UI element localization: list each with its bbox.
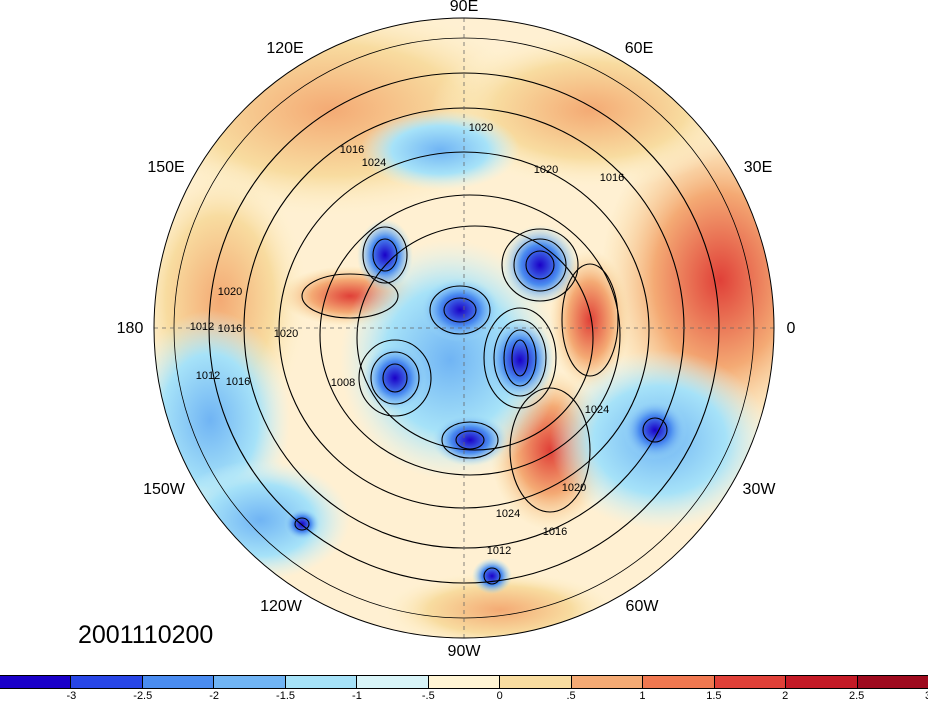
contour-label: 1012 (486, 545, 512, 557)
longitude-label-30w: 30W (742, 481, 776, 498)
longitude-label-120w: 120W (260, 598, 302, 615)
contour-label: 1020 (468, 122, 494, 134)
colorbar-tick-label: -.5 (421, 690, 435, 702)
longitude-label-120e: 120E (266, 40, 304, 57)
longitude-label-60w: 60W (625, 598, 659, 615)
colorbar-tick-label: .5 (566, 690, 576, 702)
contour-label: 1012 (189, 321, 215, 333)
colorbar-tick-label: -1 (352, 690, 362, 702)
colorbar-swatch (643, 676, 715, 688)
longitude-label-60e: 60E (624, 40, 654, 57)
colorbar-tick-label: 2.5 (848, 690, 865, 702)
colorbar-tick-label: 1 (639, 690, 646, 702)
contour-label: 1020 (561, 482, 587, 494)
colorbar-swatch (214, 676, 286, 688)
colorbar-tick-label: -2 (209, 690, 220, 702)
contour-label: 1016 (339, 144, 365, 156)
colorbar-tick-label: 0 (496, 690, 503, 702)
colorbar-tick-label: -3 (66, 690, 77, 702)
contour-label: 1024 (584, 404, 610, 416)
longitude-label-180: 180 (116, 320, 144, 337)
contour-label: 1008 (330, 377, 356, 389)
contour-label: 1024 (495, 508, 521, 520)
timestamp-label: 2001110200 (78, 621, 214, 649)
colorbar-swatch (500, 676, 572, 688)
contour-label: 1024 (361, 157, 387, 169)
longitude-label-0: 0 (786, 320, 796, 337)
colorbar-swatch (285, 676, 358, 688)
colorbar-tick-label: 2 (782, 690, 789, 702)
colorbar-tick-label: 1.5 (706, 690, 722, 702)
contour-label: 1016 (599, 172, 625, 184)
colorbar-swatch (857, 676, 928, 688)
longitude-label-150w: 150W (143, 481, 185, 498)
contour-label: 1020 (273, 328, 299, 340)
colorbar-swatch (786, 676, 858, 688)
contour-label: 1016 (217, 323, 243, 335)
longitude-label-30e: 30E (743, 159, 773, 176)
longitude-label-150e: 150E (147, 159, 185, 176)
contour-label: 1020 (533, 164, 559, 176)
colorbar-swatch (142, 676, 215, 688)
colorbar-swatch (571, 676, 644, 688)
colorbar (0, 675, 928, 689)
longitude-label-90e: 90E (449, 0, 479, 15)
colorbar-tick-label: 3 (925, 690, 928, 702)
colorbar-swatch (357, 676, 429, 688)
colorbar-swatch (428, 676, 501, 688)
longitude-label-90w: 90W (447, 643, 481, 660)
colorbar-tick-label: -2.5 (133, 690, 153, 702)
colorbar-swatch (71, 676, 143, 688)
colorbar-swatch (0, 676, 72, 688)
colorbar-swatch (714, 676, 787, 688)
contour-label: 1016 (225, 376, 251, 388)
contour-label: 1012 (195, 370, 221, 382)
colorbar-tick-label: -1.5 (276, 690, 296, 702)
contour-label: 1016 (542, 526, 568, 538)
contour-label: 1020 (217, 286, 243, 298)
